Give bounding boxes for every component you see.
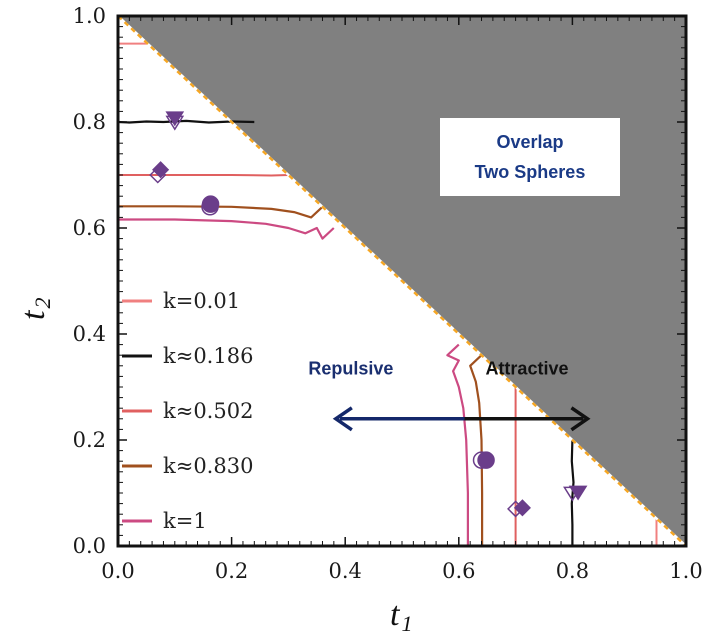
- marker-circle-open-8: [472, 451, 491, 469]
- series-5-vertical-branch: [446, 343, 469, 546]
- legend-label-1: k=0.01: [163, 289, 240, 313]
- arrow-head-1: [332, 406, 353, 432]
- x-tick-label: 0.0: [101, 559, 134, 583]
- marker-triangle-down-open-12: [563, 486, 582, 502]
- overlap-label-box: [440, 118, 620, 196]
- x-tick-label: 1.0: [669, 559, 702, 583]
- series-3-horizontal-branch: [118, 174, 289, 177]
- marker-triangle-down-filled-1: [165, 111, 185, 127]
- legend-label-3: k≈0.502: [163, 399, 253, 423]
- series-2-vertical-branch: [570, 439, 575, 546]
- overlap-label-line-2: Two Spheres: [475, 162, 586, 182]
- series-5-horizontal-branch: [118, 218, 335, 240]
- marker-diamond-open-4: [149, 166, 167, 184]
- overlap-boundary: [118, 16, 686, 546]
- annotations: Repulsive Attractive: [308, 358, 591, 432]
- series-4-vertical-branch: [469, 354, 484, 546]
- marker-circle-filled-7: [477, 451, 495, 469]
- legend-label-2: k≈0.186: [163, 344, 253, 368]
- x-tick-label: 0.2: [215, 559, 248, 583]
- marker-triangle-down-open-2: [165, 115, 185, 131]
- legend-label-4: k≈0.830: [163, 454, 253, 478]
- y-tick-label: 0.4: [73, 322, 106, 346]
- x-tick-label: 0.8: [556, 559, 589, 583]
- y-tick-label: 1.0: [73, 4, 106, 28]
- x-tick-label: 0.4: [328, 559, 361, 583]
- x-axis-title: t1: [390, 596, 412, 636]
- y-tick-label: 0.2: [73, 428, 106, 452]
- plot-area: Overlap Two Spheres: [118, 16, 686, 546]
- y-axis-title: t2: [15, 298, 55, 320]
- series-4-horizontal-branch: [118, 205, 324, 219]
- axis-ticks: 0.0 0.2 0.4 0.6 0.8 1.0 0.0 0.2 0.4 0.6 0.8 1.0: [73, 4, 703, 583]
- annotation-1: Repulsive: [308, 358, 393, 378]
- legend: k=0.01 k≈0.186 k≈0.502 k≈0.830 k=1: [122, 289, 253, 533]
- annotation-2: Attractive: [485, 358, 568, 378]
- overlap-label-line-1: Overlap: [496, 132, 563, 152]
- marker-circle-open-6: [201, 198, 219, 216]
- y-tick-label: 0.8: [73, 110, 106, 134]
- y-tick-label: 0.6: [73, 216, 106, 240]
- marker-diamond-open-10: [507, 500, 525, 518]
- x-tick-label: 0.6: [442, 559, 475, 583]
- arrow-head-2: [570, 406, 591, 432]
- y-tick-label: 0.0: [73, 534, 106, 558]
- legend-label-5: k=1: [163, 509, 207, 533]
- marker-triangle-down-filled-11: [568, 485, 588, 501]
